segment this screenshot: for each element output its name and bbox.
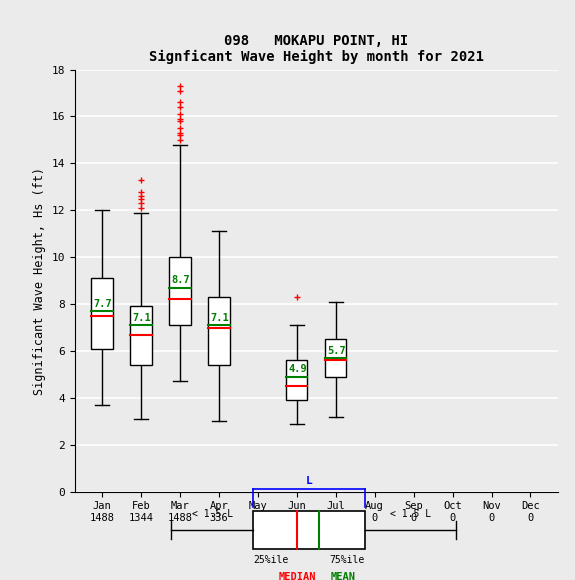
Text: 5.7: 5.7 [327,346,346,356]
Text: 7.1: 7.1 [132,313,151,323]
Bar [91,278,113,349]
Bar [208,297,229,365]
Text: 8.7: 8.7 [171,276,190,285]
Bar [286,360,308,400]
Bar [325,339,347,377]
Bar [169,257,191,325]
Text: MEDIAN: MEDIAN [278,572,316,580]
Text: < 1.5 L: < 1.5 L [390,509,431,519]
Bar [131,306,152,365]
Text: L: L [306,476,312,486]
Title: 098   MOKAPU POINT, HI
Signficant Wave Height by month for 2021: 098 MOKAPU POINT, HI Signficant Wave Hei… [149,34,484,64]
Text: 4.9: 4.9 [288,364,306,375]
Text: 25%ile: 25%ile [254,556,289,566]
Text: 75%ile: 75%ile [329,556,365,566]
Text: 7.1: 7.1 [210,313,229,323]
Text: < 1.5 L: < 1.5 L [192,509,233,519]
Text: MEAN: MEAN [330,572,355,580]
Text: 7.7: 7.7 [93,299,112,309]
Y-axis label: Significant Wave Height, Hs (ft): Significant Wave Height, Hs (ft) [33,166,46,394]
